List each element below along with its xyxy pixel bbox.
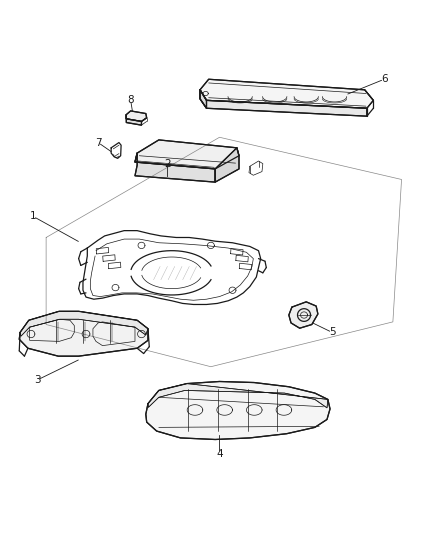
Text: 7: 7 xyxy=(95,138,101,148)
Text: 1: 1 xyxy=(30,212,36,221)
Text: 5: 5 xyxy=(328,327,335,337)
Polygon shape xyxy=(200,90,206,108)
Polygon shape xyxy=(145,382,329,440)
Polygon shape xyxy=(215,148,238,182)
Polygon shape xyxy=(134,153,215,182)
Polygon shape xyxy=(126,111,146,122)
Text: 6: 6 xyxy=(380,74,387,84)
Text: 4: 4 xyxy=(215,449,223,459)
Polygon shape xyxy=(200,90,366,116)
Polygon shape xyxy=(20,311,148,336)
Text: 2: 2 xyxy=(164,159,170,168)
Polygon shape xyxy=(200,79,373,108)
Polygon shape xyxy=(288,302,317,328)
Polygon shape xyxy=(19,311,148,356)
Polygon shape xyxy=(134,140,238,169)
Text: 3: 3 xyxy=(34,375,41,385)
Polygon shape xyxy=(126,115,141,125)
Text: 8: 8 xyxy=(127,95,134,106)
Polygon shape xyxy=(148,384,327,408)
